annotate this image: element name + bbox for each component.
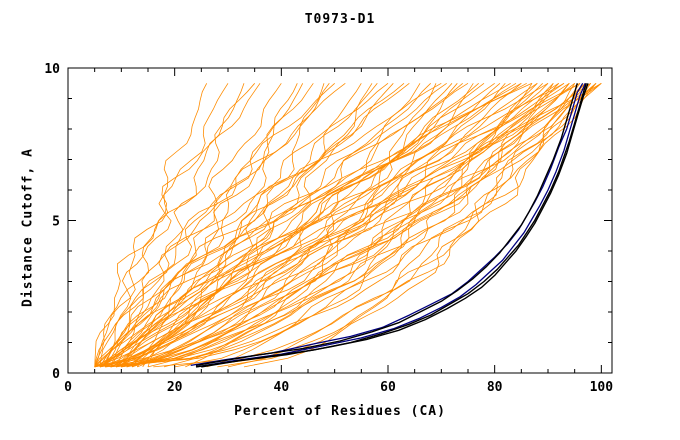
prediction-curve [99,83,314,368]
prediction-curve [115,83,373,368]
prediction-curve [115,82,581,368]
prediction-curve [94,82,559,368]
prediction-curve [110,82,479,368]
prediction-curve [115,83,533,368]
prediction-curve [99,82,405,368]
prediction-curve [94,83,208,368]
prediction-curve [104,83,282,368]
prediction-curve [110,83,245,368]
prediction-curve [110,82,389,368]
x-tick-label: 0 [64,380,72,395]
prediction-curve [136,82,565,368]
x-tick-label: 20 [167,380,183,395]
x-axis-label: Percent of Residues (CA) [234,404,446,419]
prediction-curve [131,82,602,368]
y-axis-label: Distance Cutoff, A [20,148,36,307]
prediction-curve [121,83,554,368]
prediction-curve [110,83,437,368]
reference-curve-1 [195,83,586,368]
x-tick-label: 60 [380,380,396,395]
prediction-curve [153,83,576,368]
prediction-curve [206,83,570,368]
prediction-curve [99,83,394,368]
y-tick-label: 0 [52,367,60,382]
prediction-curve [94,83,256,367]
prediction-curve [126,82,597,368]
prediction-curve [94,83,261,368]
prediction-curve [227,83,586,368]
prediction-curve [104,82,442,368]
prediction-curve [115,83,298,368]
best-model-curve-3 [195,83,578,367]
prediction-curve [99,82,602,368]
prediction-curve [243,83,597,368]
prediction-curve [121,83,458,368]
prediction-curve [120,82,469,368]
prediction-curve [99,82,549,368]
y-tick-label: 5 [52,215,60,230]
prediction-curve [121,82,591,368]
prediction-curve [115,82,591,368]
prediction-curve [121,83,330,368]
prediction-curve [147,83,543,368]
prediction-curve [105,83,554,368]
x-tick-label: 80 [487,380,503,395]
prediction-curve [94,83,304,368]
prediction-curve [99,83,325,368]
prediction-curve [104,83,335,368]
prediction-curve [99,82,575,368]
prediction-curve [94,82,527,368]
prediction-curve [105,82,538,368]
prediction-curve [94,82,511,368]
y-tick-label: 10 [44,62,60,77]
prediction-curve [126,83,431,368]
prediction-curve [131,82,522,368]
x-tick-label: 100 [590,380,614,395]
chart-title: T0973-D1 [304,12,376,27]
prediction-curve [126,82,581,368]
prediction-curve [131,83,378,368]
x-tick-label: 40 [274,380,290,395]
prediction-curve [99,83,602,368]
prediction-curve [185,83,549,368]
prediction-curve [94,82,501,368]
prediction-curve [115,82,565,368]
prediction-curve [105,82,570,368]
prediction-curve [94,82,447,368]
best-model-curve-2 [201,83,589,368]
prediction-curve [94,82,485,368]
